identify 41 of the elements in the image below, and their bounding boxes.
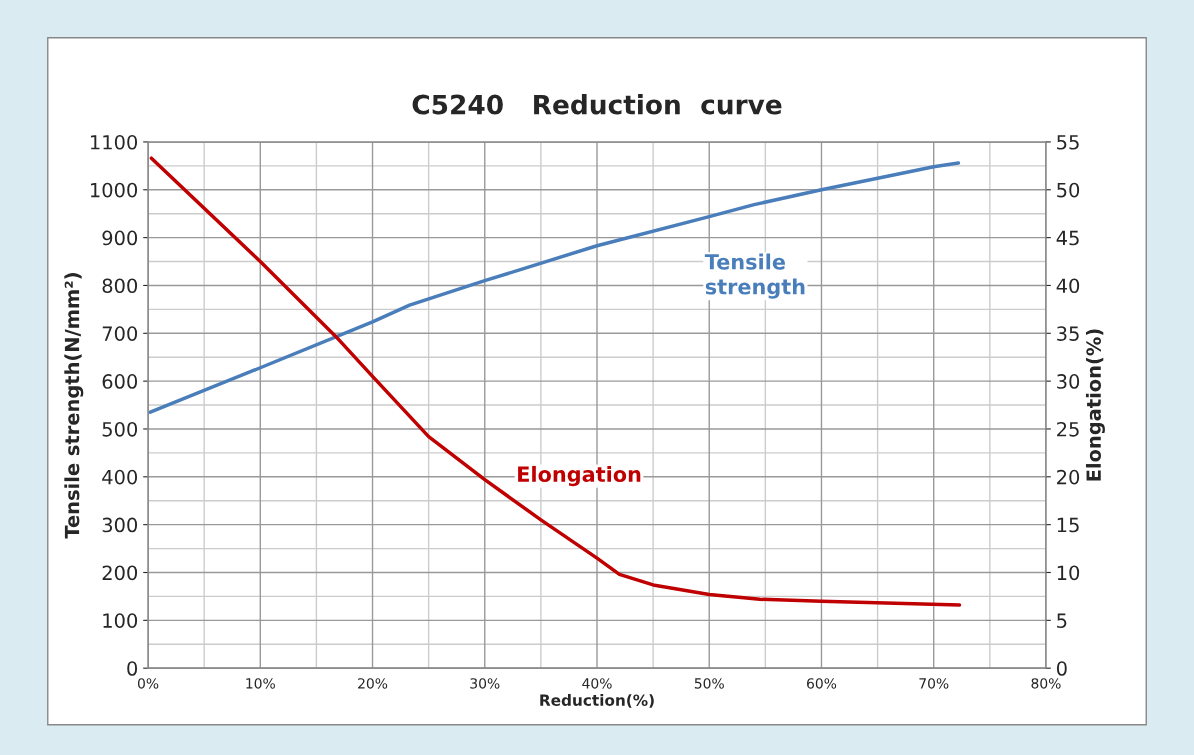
y-tick-label: 800 (102, 278, 138, 294)
x-tick-label: 70% (919, 678, 949, 689)
y2-tick-label: 25 (1057, 421, 1079, 437)
y-tick-label: 900 (102, 230, 138, 246)
y-tick-label: 1100 (90, 134, 138, 150)
y-tick-label: 100 (103, 613, 138, 628)
x-tick-label: 20% (358, 678, 388, 689)
y-tick-label: 200 (102, 565, 138, 581)
x-tick-label: 0% (137, 678, 159, 689)
y-tick-label: 300 (102, 517, 138, 533)
y2-tick-label: 15 (1057, 517, 1079, 533)
y2-tick-label: 50 (1057, 182, 1080, 198)
y-axis-title: Tensile strength(N/mm²) (64, 273, 84, 539)
x-axis-title: Reduction(%) (540, 694, 654, 708)
y-tick-label: 1000 (90, 182, 138, 198)
y2-tick-label: 30 (1057, 374, 1080, 389)
line-series (148, 161, 961, 414)
y2-tick-label: 5 (1057, 613, 1067, 628)
y2-tick-label: 20 (1057, 469, 1080, 485)
y2-axis-title: Elongation(%) (1085, 329, 1105, 481)
y2-tick-label: 55 (1057, 135, 1079, 150)
x-tick-label: 40% (582, 678, 612, 689)
x-tick-label: 50% (694, 678, 724, 689)
y-tick-label: 500 (102, 421, 138, 437)
y-tick-label: 400 (102, 469, 138, 485)
y2-tick-label: 40 (1056, 278, 1080, 294)
x-tick-label: 80% (1031, 678, 1061, 689)
x-tick-label: 30% (470, 678, 500, 689)
chart-title: C5240 Reduction curve (412, 94, 782, 115)
x-tick-label: 60% (807, 678, 837, 689)
y-tick-label: 600 (102, 374, 138, 389)
y2-tick-label: 0 (1056, 661, 1067, 676)
series-label: Tensile strength (704, 253, 805, 299)
series-label: Elongation (518, 465, 641, 487)
y2-tick-label: 35 (1057, 326, 1079, 341)
x-tick-label: 10% (246, 678, 275, 689)
y2-tick-label: 45 (1056, 230, 1079, 246)
y-tick-label: 700 (102, 326, 138, 341)
y2-tick-label: 10 (1057, 565, 1080, 581)
line-series (149, 156, 962, 607)
y-tick-label: 0 (127, 661, 138, 676)
